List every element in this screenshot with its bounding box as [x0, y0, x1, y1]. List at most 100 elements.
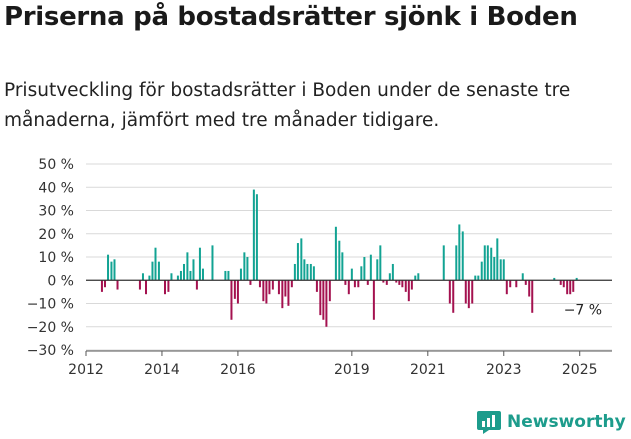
bar	[391, 263, 394, 281]
bar	[265, 280, 268, 304]
bar	[486, 245, 489, 281]
bar	[338, 240, 341, 281]
bar	[398, 280, 401, 285]
bar	[262, 280, 265, 302]
y-tick-label: 50 %	[38, 157, 74, 173]
bar	[100, 280, 103, 292]
bar	[417, 273, 420, 281]
bar	[455, 245, 458, 281]
bar	[505, 280, 508, 295]
bar	[233, 280, 236, 299]
bar	[559, 280, 562, 285]
y-tick-label: −20 %	[27, 320, 74, 336]
bar	[350, 268, 353, 281]
bar	[255, 194, 258, 281]
x-tick-label: 2019	[334, 362, 370, 378]
bar	[306, 263, 309, 281]
bar	[113, 259, 116, 281]
bar	[461, 231, 464, 281]
bar	[303, 259, 306, 281]
bar	[410, 280, 413, 290]
bar	[186, 252, 189, 281]
bar	[211, 245, 214, 281]
bar	[407, 280, 410, 302]
x-tick-label: 2012	[68, 362, 104, 378]
bar	[369, 254, 372, 281]
bar	[376, 259, 379, 281]
bar	[480, 261, 483, 281]
newsworthy-logo-icon	[477, 411, 501, 434]
bar	[524, 280, 527, 285]
bar	[300, 238, 303, 281]
bar	[319, 280, 322, 316]
x-tick-label: 2021	[410, 362, 446, 378]
chart-title: Priserna på bostadsrätter sjönk i Boden	[4, 2, 578, 32]
bar	[224, 270, 227, 281]
bar	[496, 238, 499, 281]
bar	[452, 280, 455, 313]
bar	[230, 280, 233, 320]
bar	[157, 261, 160, 281]
bar	[116, 280, 119, 290]
bar	[528, 280, 531, 297]
x-tick-label: 2023	[486, 362, 522, 378]
bar	[179, 270, 182, 281]
bar	[284, 280, 287, 297]
bar	[353, 280, 356, 288]
bar	[509, 280, 512, 288]
bar	[281, 280, 284, 309]
bar	[515, 280, 518, 288]
bar	[372, 280, 375, 320]
y-tick-label: −10 %	[27, 297, 74, 313]
x-tick-label: 2014	[144, 362, 180, 378]
bar	[464, 280, 467, 304]
bar	[309, 263, 312, 281]
bar	[357, 280, 360, 288]
bar	[502, 259, 505, 281]
bar	[315, 280, 318, 292]
bar	[347, 280, 350, 295]
bar	[366, 280, 369, 285]
bar	[562, 280, 565, 288]
y-tick-label: −30 %	[27, 343, 74, 359]
bar	[344, 280, 347, 285]
bar	[151, 261, 154, 281]
bar	[325, 280, 328, 327]
bar	[103, 280, 106, 288]
bar	[395, 280, 398, 283]
x-tick-label: 2025	[562, 362, 598, 378]
bar	[521, 273, 524, 281]
chart-subtitle: Prisutveckling för bostadsrätter i Boden…	[4, 80, 571, 131]
bar	[176, 275, 179, 281]
bar	[189, 270, 192, 281]
bar	[195, 280, 198, 290]
bar	[490, 247, 493, 281]
bar	[467, 280, 470, 309]
gridlines	[86, 163, 612, 351]
bar	[138, 280, 141, 290]
bar	[414, 275, 417, 281]
bar	[442, 245, 445, 281]
bar	[483, 245, 486, 281]
bars	[100, 189, 578, 327]
bar	[401, 280, 404, 288]
x-tick-label: 2016	[220, 362, 256, 378]
bar	[404, 280, 407, 292]
bar	[268, 280, 271, 295]
bar	[271, 280, 274, 290]
bar	[107, 254, 110, 281]
bar	[448, 280, 451, 304]
newsworthy-logo: Newsworthy	[476, 407, 626, 437]
y-tick-label: 40 %	[38, 180, 74, 196]
bar	[192, 259, 195, 281]
y-tick-label: 20 %	[38, 227, 74, 243]
bar	[379, 245, 382, 281]
bar	[569, 280, 572, 295]
y-tick-label: 30 %	[38, 204, 74, 220]
bar	[388, 273, 391, 281]
bar	[363, 257, 366, 281]
bar	[334, 226, 337, 281]
bar	[531, 280, 534, 313]
bar	[477, 275, 480, 281]
